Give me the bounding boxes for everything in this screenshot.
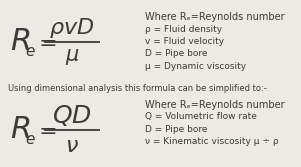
Text: $R$: $R$ (10, 116, 30, 144)
Text: ρ = Fluid density: ρ = Fluid density (145, 25, 222, 34)
Text: Using dimensional analysis this formula can be simplified to:-: Using dimensional analysis this formula … (8, 84, 267, 93)
Text: D = Pipe bore: D = Pipe bore (145, 49, 207, 58)
Text: $e$: $e$ (25, 44, 36, 59)
Text: $R$: $R$ (10, 28, 30, 56)
Text: Q = Volumetric flow rate: Q = Volumetric flow rate (145, 113, 257, 122)
Text: $=$: $=$ (34, 32, 57, 52)
Text: $=$: $=$ (34, 120, 57, 140)
Text: Where Rₑ=Reynolds number: Where Rₑ=Reynolds number (145, 12, 285, 22)
Text: $\rho vD$: $\rho vD$ (49, 16, 95, 40)
Text: $\nu$: $\nu$ (65, 136, 79, 156)
Text: v = Fluid velocity: v = Fluid velocity (145, 37, 224, 46)
Text: $QD$: $QD$ (52, 104, 92, 128)
Text: $\mu$: $\mu$ (65, 47, 79, 67)
Text: D = Pipe bore: D = Pipe bore (145, 125, 207, 134)
Text: ν = Kinematic viscosity μ ÷ ρ: ν = Kinematic viscosity μ ÷ ρ (145, 137, 279, 146)
Text: μ = Dynamic viscosity: μ = Dynamic viscosity (145, 62, 246, 71)
Text: Where Rₑ=Reynolds number: Where Rₑ=Reynolds number (145, 100, 285, 110)
Text: $e$: $e$ (25, 132, 36, 147)
